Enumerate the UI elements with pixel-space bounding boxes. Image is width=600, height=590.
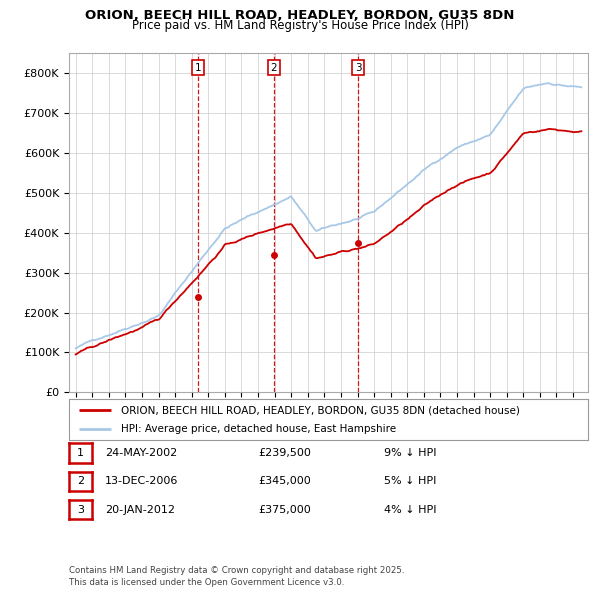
Text: HPI: Average price, detached house, East Hampshire: HPI: Average price, detached house, East… — [121, 424, 396, 434]
Text: 4% ↓ HPI: 4% ↓ HPI — [384, 505, 437, 514]
Text: 5% ↓ HPI: 5% ↓ HPI — [384, 477, 436, 486]
Text: 3: 3 — [77, 505, 84, 514]
Text: £239,500: £239,500 — [258, 448, 311, 458]
Text: 2: 2 — [271, 63, 277, 73]
Text: 13-DEC-2006: 13-DEC-2006 — [105, 477, 178, 486]
Text: Contains HM Land Registry data © Crown copyright and database right 2025.
This d: Contains HM Land Registry data © Crown c… — [69, 566, 404, 587]
Text: 1: 1 — [195, 63, 202, 73]
Text: 1: 1 — [77, 448, 84, 458]
Text: Price paid vs. HM Land Registry's House Price Index (HPI): Price paid vs. HM Land Registry's House … — [131, 19, 469, 32]
Text: 3: 3 — [355, 63, 362, 73]
Text: 20-JAN-2012: 20-JAN-2012 — [105, 505, 175, 514]
Text: 9% ↓ HPI: 9% ↓ HPI — [384, 448, 437, 458]
Text: ORION, BEECH HILL ROAD, HEADLEY, BORDON, GU35 8DN (detached house): ORION, BEECH HILL ROAD, HEADLEY, BORDON,… — [121, 405, 520, 415]
Text: £375,000: £375,000 — [258, 505, 311, 514]
Text: 24-MAY-2002: 24-MAY-2002 — [105, 448, 177, 458]
Text: 2: 2 — [77, 477, 84, 486]
Text: ORION, BEECH HILL ROAD, HEADLEY, BORDON, GU35 8DN: ORION, BEECH HILL ROAD, HEADLEY, BORDON,… — [85, 9, 515, 22]
Text: £345,000: £345,000 — [258, 477, 311, 486]
